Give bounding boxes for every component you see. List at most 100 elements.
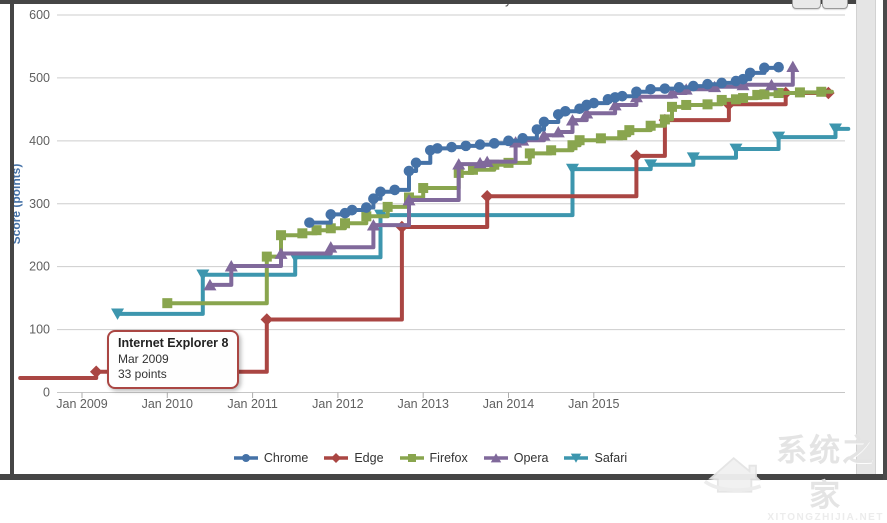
data-point-marker — [474, 139, 486, 150]
data-point-marker — [446, 141, 457, 153]
data-point-marker — [773, 88, 784, 99]
data-point-marker — [659, 114, 670, 125]
y-axis-tick-label: 600 — [29, 8, 50, 22]
data-point-marker — [624, 125, 635, 136]
data-point-marker — [503, 135, 514, 147]
gridlines — [57, 14, 845, 398]
print-chart-button[interactable] — [792, 0, 821, 9]
data-point-marker — [688, 80, 699, 92]
data-point-marker — [304, 217, 315, 228]
data-point-marker — [630, 149, 643, 163]
legend-marker — [490, 453, 501, 463]
legend-item-chrome[interactable]: Chrome — [233, 451, 308, 465]
data-point-marker — [645, 83, 656, 95]
data-point-marker — [765, 78, 779, 91]
data-point-marker — [546, 145, 557, 156]
data-point-marker — [325, 209, 337, 220]
legend-item-edge[interactable]: Edge — [323, 451, 384, 465]
axis-labels: 0 100 200 300 400 500 600 Jan 2009 Jan 2010 Jan 2… — [29, 8, 619, 411]
tooltip-date: Mar 2009 — [118, 351, 169, 366]
data-point-marker — [565, 163, 579, 176]
data-point-marker — [702, 99, 713, 110]
y-axis-tick-label: 0 — [43, 386, 50, 400]
data-point-marker — [567, 140, 578, 151]
data-point-marker — [480, 155, 494, 167]
data-point-marker — [382, 201, 393, 212]
series-chrome — [304, 61, 784, 228]
legend-item-opera[interactable]: Opera — [483, 451, 548, 465]
data-point-marker — [772, 131, 786, 144]
data-point-marker — [524, 148, 535, 159]
data-point-marker — [744, 67, 756, 79]
y-axis-tick-label: 500 — [29, 71, 50, 85]
data-point-marker — [716, 94, 727, 105]
chart-legend: Chrome Edge Firefox Opera Safari — [0, 451, 860, 465]
data-point-marker — [828, 123, 842, 135]
data-point-marker — [560, 105, 571, 117]
data-point-marker — [467, 164, 478, 175]
x-axis-tick-label: Jan 2011 — [227, 397, 278, 411]
scrollbar-track[interactable] — [856, 0, 876, 474]
watermark-text: 系统之家 — [776, 433, 876, 513]
data-point-marker — [162, 298, 173, 309]
watermark-house-icon — [703, 456, 762, 493]
data-point-marker — [480, 189, 494, 203]
data-point-marker — [489, 159, 500, 170]
data-point-marker — [773, 61, 784, 73]
data-point-marker — [588, 97, 600, 109]
data-point-marker — [311, 225, 322, 236]
data-point-marker — [729, 143, 743, 156]
legend-label: Edge — [354, 451, 384, 465]
data-point-marker — [574, 135, 585, 146]
watermark-url: XITONGZHIJIA.NET — [767, 512, 884, 523]
data-point-marker — [608, 98, 622, 111]
data-point-marker — [673, 82, 685, 93]
data-point-marker — [111, 308, 125, 320]
tooltip-series-title: Internet Explorer 8 — [118, 336, 229, 350]
series-firefox — [162, 86, 834, 309]
data-point-marker — [730, 94, 741, 105]
legend-label: Firefox — [429, 451, 468, 465]
data-point-marker — [551, 126, 565, 138]
data-point-marker — [736, 78, 750, 91]
data-point-marker — [203, 278, 217, 291]
export-chart-button[interactable] — [822, 0, 848, 9]
data-point-marker — [517, 133, 529, 144]
tooltip-value: 33 points — [118, 367, 167, 382]
data-point-marker — [418, 183, 429, 194]
legend-label: Safari — [594, 451, 628, 465]
opera-marker-icon — [483, 453, 508, 463]
window-border-left — [10, 0, 14, 474]
data-point-marker — [324, 241, 338, 253]
data-point-marker — [325, 223, 336, 234]
data-point-marker — [702, 78, 713, 90]
data-point-marker — [531, 124, 543, 135]
series-safari — [111, 123, 851, 320]
data-point-marker — [737, 73, 749, 85]
data-point-marker — [389, 184, 401, 196]
data-point-marker — [616, 90, 628, 102]
chrome-marker-icon — [233, 454, 258, 462]
data-point-marker — [759, 89, 770, 100]
data-point-marker — [403, 165, 415, 177]
x-axis-tick-label: Jan 2015 — [568, 397, 619, 411]
firefox-marker-icon — [399, 454, 424, 462]
data-point-marker — [666, 101, 677, 112]
x-axis-tick-label: Jan 2012 — [312, 397, 363, 411]
legend-marker — [331, 453, 342, 463]
legend-item-firefox[interactable]: Firefox — [399, 451, 468, 465]
data-point-marker — [274, 247, 288, 259]
window-border-right — [883, 0, 887, 480]
data-point-marker — [261, 251, 272, 262]
data-point-marker — [738, 93, 749, 104]
y-axis-tick-label: 400 — [29, 134, 50, 148]
legend-item-safari[interactable]: Safari — [563, 451, 627, 465]
data-point-marker — [595, 133, 606, 144]
data-point-marker — [260, 313, 274, 326]
legend-marker — [571, 453, 582, 463]
y-axis-tick-label: 300 — [29, 197, 50, 211]
safari-marker-icon — [564, 453, 589, 463]
data-point-marker — [665, 87, 679, 99]
legend-marker — [241, 454, 250, 462]
data-point-marker — [410, 157, 422, 169]
